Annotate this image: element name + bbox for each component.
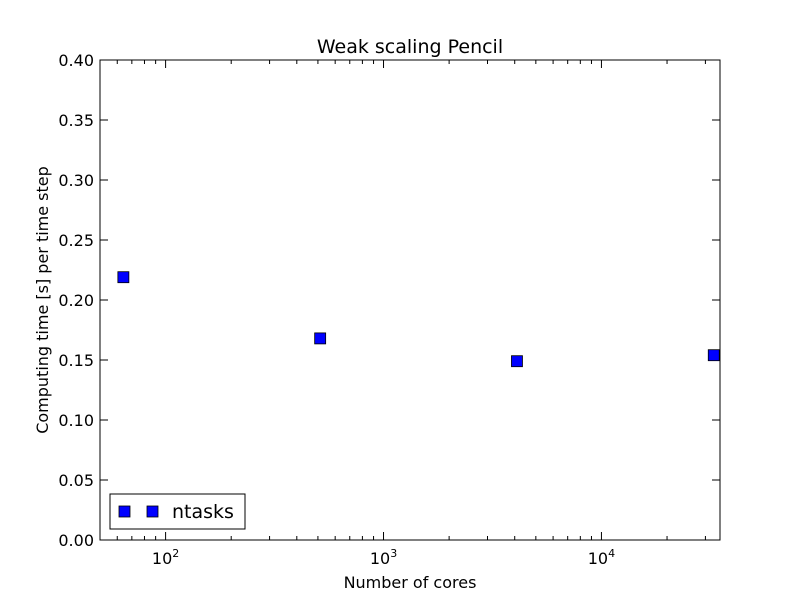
data-point-square [707,349,720,362]
y-tick-label: 0.00 [58,531,94,550]
legend-label: ntasks [172,501,234,523]
ticks-layer: 0.00 0.05 0.10 0.15 0.20 0.25 0.30 0.35 0.40 102 1… [58,51,720,568]
data-point-square [117,271,130,284]
legend: ntasks [109,493,246,530]
data-point-square [511,355,523,368]
y-tick-label: 0.05 [58,471,94,490]
x-tick-label: 103 [370,547,397,568]
x-tick-label: 104 [588,547,615,568]
y-axis-label: Computing time [s] per time step [33,166,52,434]
y-tick-label: 0.15 [58,351,94,370]
y-tick-label: 0.10 [58,411,94,430]
legend-marker-square [118,505,131,518]
legend-box [109,493,246,530]
x-axis-label: Number of cores [344,573,477,592]
data-point-square [314,332,327,345]
plot-frame [99,59,721,541]
y-tick-label: 0.30 [58,171,94,190]
points-layer [117,271,720,368]
legend-marker-square [146,505,159,518]
x-tick-label: 102 [152,547,179,568]
y-tick-label: 0.35 [58,111,94,130]
y-tick-label: 0.20 [58,291,94,310]
y-tick-label: 0.40 [58,51,94,70]
chart-title: Weak scaling Pencil [317,36,503,58]
y-tick-label: 0.25 [58,231,94,250]
